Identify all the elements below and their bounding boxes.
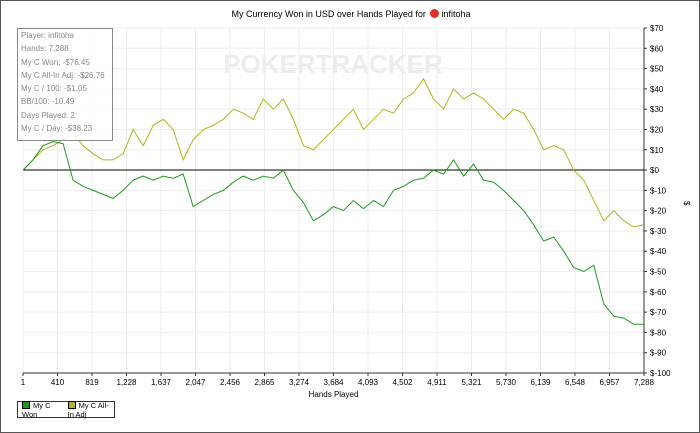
title-text: My Currency Won in USD over Hands Played… (231, 9, 426, 19)
x-tick-label: 6,548 (565, 378, 586, 387)
x-tick-label: 3,274 (289, 378, 310, 387)
y-tick-label: $50 (650, 65, 664, 74)
x-tick-label: 5,730 (496, 378, 517, 387)
y-tick-label: $10 (650, 146, 664, 155)
y-axis-label: $ (682, 201, 691, 206)
x-tick-label: 2,456 (220, 378, 241, 387)
player-name: infitoha (441, 9, 471, 19)
stats-box: Player: infitoha Hands: 7,288 My C Won: -$… (17, 28, 113, 141)
x-tick-label: 410 (51, 378, 65, 387)
series-line-my-c-all-in-adj (22, 77, 644, 228)
x-tick-label: 6,957 (599, 378, 620, 387)
x-tick-label: 5,321 (461, 378, 482, 387)
y-tick-label: $30 (650, 105, 664, 114)
x-axis-label: Hands Played (308, 390, 359, 399)
x-tick-label: 1,228 (116, 378, 137, 387)
x-tick-label: 819 (85, 378, 99, 387)
y-tick-label: $-60 (650, 288, 667, 297)
stat-line: Player: infitoha (21, 31, 74, 40)
chart-title: My Currency Won in USD over Hands Played… (1, 9, 699, 19)
x-tick-label: 3,684 (323, 378, 344, 387)
stat-line: My C All-In Adj: -$26.76 (21, 70, 105, 80)
y-tick-label: $40 (650, 85, 664, 94)
series-line-my-c-won (22, 141, 644, 325)
x-tick-label: 1 (21, 378, 26, 387)
x-tick-label: 2,865 (254, 378, 275, 387)
y-tick-label: $-90 (650, 349, 667, 358)
stat-line: BB/100: -10.49 (21, 97, 75, 107)
stat-line: Hands: 7,288 (21, 44, 69, 54)
y-tick-label: $70 (650, 24, 664, 33)
stat-line: My C / Day: -$38.23 (21, 124, 93, 134)
y-tick-label: $-80 (650, 328, 667, 337)
y-tick-label: $-20 (650, 207, 667, 216)
x-tick-label: 4,502 (392, 378, 413, 387)
x-tick-label: 2,047 (185, 378, 206, 387)
x-tick-label: 4,093 (358, 378, 379, 387)
legend-item[interactable]: My C All-In Adj (67, 400, 114, 419)
stat-line: My C / 100: -$1.05 (21, 84, 87, 94)
legend: My C Won My C All-In Adj (17, 400, 115, 419)
x-tick-label: 6,139 (530, 378, 551, 387)
legend-item[interactable]: My C Won (22, 400, 58, 419)
legend-swatch (22, 400, 30, 409)
x-tick-label: 4,911 (427, 378, 447, 387)
y-tick-label: $-10 (650, 186, 667, 195)
pokerstars-logo-icon (430, 9, 440, 18)
y-tick-label: $0 (650, 166, 659, 175)
y-tick-label: $-30 (650, 227, 667, 236)
x-tick-label: 1,637 (151, 378, 172, 387)
y-tick-label: $-40 (650, 247, 667, 256)
y-tick-label: $-100 (650, 369, 671, 378)
stat-line: Days Played: 2 (21, 110, 75, 120)
y-tick-label: $60 (650, 44, 664, 53)
legend-label: My C All-In Adj (67, 400, 109, 419)
stat-line: My C Won: -$76.45 (21, 57, 90, 67)
y-tick-label: $-70 (650, 308, 667, 317)
y-tick-label: $20 (650, 125, 664, 134)
y-tick-label: $-50 (650, 268, 667, 277)
x-tick-label: 7,288 (634, 378, 655, 387)
legend-swatch (67, 400, 76, 409)
legend-label: My C Won (22, 400, 51, 419)
